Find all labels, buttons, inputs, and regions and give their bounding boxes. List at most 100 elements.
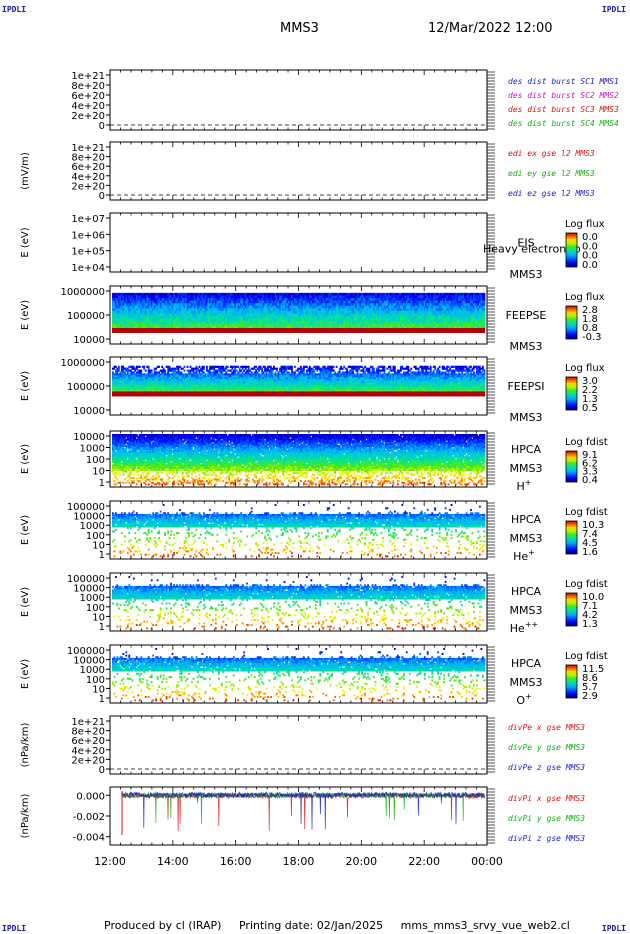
heatmap-cell (164, 292, 167, 296)
heatmap-cell (252, 313, 255, 317)
heatmap-cell (147, 300, 150, 304)
heatmap-cell (152, 323, 155, 327)
heatmap-cell (256, 305, 259, 309)
heatmap-cell (144, 303, 147, 307)
heatmap-cell (203, 367, 205, 370)
heatmap-cell (186, 326, 189, 330)
heatmap-cell (262, 298, 265, 301)
heatmap-cell (210, 298, 213, 301)
heatmap-cell (162, 295, 165, 299)
heatmap-cell (231, 316, 234, 319)
heatmap-cell (112, 295, 114, 299)
heatmap-cell (173, 303, 175, 307)
heatmap-cell (276, 303, 278, 307)
heatmap-cell (240, 310, 243, 314)
heatmap-cell (291, 305, 293, 309)
heatmap-cell (141, 292, 144, 296)
heatmap-cell (119, 295, 122, 299)
heatmap-cell (146, 308, 149, 312)
heatmap-cell (182, 326, 184, 330)
heatmap-cell (286, 318, 289, 322)
heatmap-cell (231, 326, 234, 330)
heatmap-cell (291, 295, 293, 299)
heatmap-cell (243, 292, 246, 296)
heatmap-cell (155, 313, 158, 317)
heatmap-cell (179, 300, 181, 304)
heatmap-cell (125, 303, 128, 307)
heatmap-cell (201, 308, 204, 312)
heatmap-cell (273, 303, 275, 307)
heatmap-cell (241, 308, 244, 312)
legend-series-label: des dist burst SC1 MMS1 (508, 77, 619, 86)
heatmap-cell (220, 305, 223, 309)
heatmap-cell (200, 295, 202, 299)
heatmap-cell (214, 313, 217, 317)
heatmap-cell (288, 303, 290, 307)
heatmap-cell (222, 300, 225, 304)
heatmap-cell (195, 295, 198, 299)
heatmap-cell (146, 292, 149, 296)
heatmap-cell (205, 300, 208, 304)
heatmap-cell (159, 326, 162, 330)
heatmap-cell (267, 310, 269, 314)
heatmap-cell (117, 316, 120, 319)
heatmap-cell (217, 310, 220, 314)
heatmap-cell (161, 295, 164, 299)
heatmap-cell (259, 321, 262, 325)
heatmap-cell (264, 298, 266, 301)
heatmap-cell (138, 326, 141, 330)
heatmap-cell (268, 292, 271, 296)
heatmap-cell (285, 310, 287, 314)
heatmap-cell (265, 316, 268, 319)
heatmap-cell (141, 295, 144, 299)
heatmap-cell (241, 316, 244, 319)
y-tick-label: 2e+20 (71, 181, 105, 192)
heatmap-cell (191, 295, 193, 299)
heatmap-cell (119, 326, 122, 330)
heatmap-cell (277, 323, 280, 327)
heatmap-cell (188, 300, 190, 304)
heatmap-cell (146, 303, 149, 307)
heatmap-cell (116, 305, 119, 309)
heatmap-cell (274, 298, 277, 301)
heatmap-cell (195, 313, 198, 317)
heatmap-cell (134, 292, 137, 296)
heatmap-cell (122, 298, 125, 301)
heatmap-cell (262, 323, 265, 327)
heatmap-cell (232, 321, 235, 325)
heatmap-cell (204, 310, 207, 314)
heatmap-cell (203, 365, 205, 368)
y-tick-label: 1e+05 (71, 247, 105, 258)
heatmap-cell (246, 298, 249, 301)
heatmap-cell (246, 313, 249, 317)
colorbar-tick-label: 0.0 (582, 260, 598, 271)
heatmap-cell (177, 298, 180, 301)
heatmap-cell (162, 298, 165, 301)
heatmap-cell (152, 292, 155, 296)
y-tick-label: 1e+06 (71, 230, 105, 241)
heatmap-cell (152, 303, 155, 307)
heatmap-cell (129, 305, 132, 309)
heatmap-cell (235, 310, 238, 314)
heatmap-cell (214, 323, 217, 327)
heatmap-cell (240, 305, 243, 309)
heatmap-cell (231, 303, 234, 307)
heatmap-cell (116, 318, 119, 322)
heatmap-cell (201, 316, 204, 319)
heatmap-cell (252, 310, 255, 314)
heatmap-cell (217, 318, 220, 322)
heatmap-cell (185, 318, 187, 322)
heatmap-cell (159, 313, 162, 317)
heatmap-cell (140, 295, 143, 299)
heatmap-cell (147, 313, 150, 317)
heatmap-cell (286, 303, 289, 307)
heatmap-cell (203, 295, 205, 299)
heatmap-cell (214, 300, 217, 304)
heatmap-cell (231, 321, 234, 325)
heatmap-cell (170, 321, 172, 325)
heatmap-cell (156, 292, 159, 296)
heatmap-cell (250, 295, 253, 299)
heatmap-cell (158, 318, 161, 322)
heatmap-cell (189, 295, 192, 299)
heatmap-cell (205, 310, 208, 314)
